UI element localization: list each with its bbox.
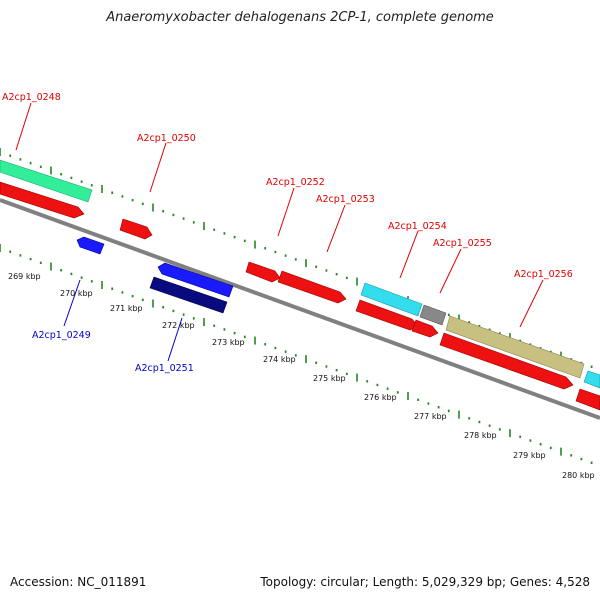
kbp-label: 271 kbp — [110, 304, 143, 313]
kbp-label: 272 kbp — [162, 321, 195, 330]
feature-green-rna[interactable] — [0, 159, 93, 203]
kbp-label: 269 kbp — [8, 272, 41, 281]
kbp-label: 278 kbp — [464, 431, 497, 440]
label-a2cp1-0254[interactable]: A2cp1_0254 — [388, 221, 447, 232]
kbp-scale-labels: 269 kbp 270 kbp 271 kbp 272 kbp 273 kbp … — [8, 272, 595, 480]
genome-backbone — [0, 198, 600, 420]
gene-a2cp1-0255[interactable] — [411, 319, 439, 338]
feature-khaki-a2cp1-0256[interactable] — [445, 315, 585, 379]
label-a2cp1-0256[interactable]: A2cp1_0256 — [514, 269, 573, 280]
kbp-label: 274 kbp — [263, 355, 296, 364]
kbp-label: 276 kbp — [364, 393, 397, 402]
gene-a2cp1-0252[interactable] — [245, 261, 281, 283]
label-a2cp1-0252[interactable]: A2cp1_0252 — [266, 177, 325, 188]
gene-a2cp1-0251-upper[interactable] — [157, 262, 234, 298]
label-a2cp1-0249[interactable]: A2cp1_0249 — [32, 330, 91, 341]
kbp-label: 277 kbp — [414, 412, 447, 421]
reverse-label-lines — [63, 279, 183, 362]
forward-strand — [0, 159, 600, 411]
topology-text: Topology: circular; Length: 5,029,329 bp… — [260, 575, 590, 589]
kbp-label: 270 kbp — [60, 289, 93, 298]
label-a2cp1-0248[interactable]: A2cp1_0248 — [2, 92, 61, 103]
feature-cyan-rna-a2cp1-0254[interactable] — [360, 282, 423, 317]
reverse-strand — [76, 236, 234, 314]
kbp-label: 275 kbp — [313, 374, 346, 383]
map-title: Anaeromyxobacter dehalogenans 2CP-1, com… — [106, 10, 494, 25]
gene-partial-right[interactable] — [575, 388, 600, 411]
gene-a2cp1-0248[interactable] — [0, 181, 85, 219]
label-a2cp1-0255[interactable]: A2cp1_0255 — [433, 238, 492, 249]
inner-tick-track — [0, 244, 593, 464]
label-a2cp1-0251[interactable]: A2cp1_0251 — [135, 363, 194, 374]
gene-a2cp1-0251[interactable] — [149, 276, 228, 314]
kbp-label: 273 kbp — [212, 338, 245, 347]
gene-a2cp1-0256-cds[interactable] — [439, 332, 574, 390]
gene-a2cp1-0249[interactable] — [76, 236, 105, 255]
feature-cyan-partial[interactable] — [583, 370, 600, 389]
feature-gray[interactable] — [419, 304, 447, 326]
kbp-label: 280 kbp — [562, 471, 595, 480]
reverse-gene-labels: A2cp1_0249 A2cp1_0251 — [32, 330, 194, 374]
gene-a2cp1-0250[interactable] — [119, 218, 153, 240]
forward-gene-labels: A2cp1_0248 A2cp1_0250 A2cp1_0252 A2cp1_0… — [2, 92, 573, 280]
forward-label-lines — [15, 102, 544, 328]
label-a2cp1-0253[interactable]: A2cp1_0253 — [316, 194, 375, 205]
label-a2cp1-0250[interactable]: A2cp1_0250 — [137, 133, 196, 144]
gene-a2cp1-0253[interactable] — [277, 270, 347, 304]
accession-text: Accession: NC_011891 — [10, 575, 147, 589]
kbp-label: 279 kbp — [513, 451, 546, 460]
